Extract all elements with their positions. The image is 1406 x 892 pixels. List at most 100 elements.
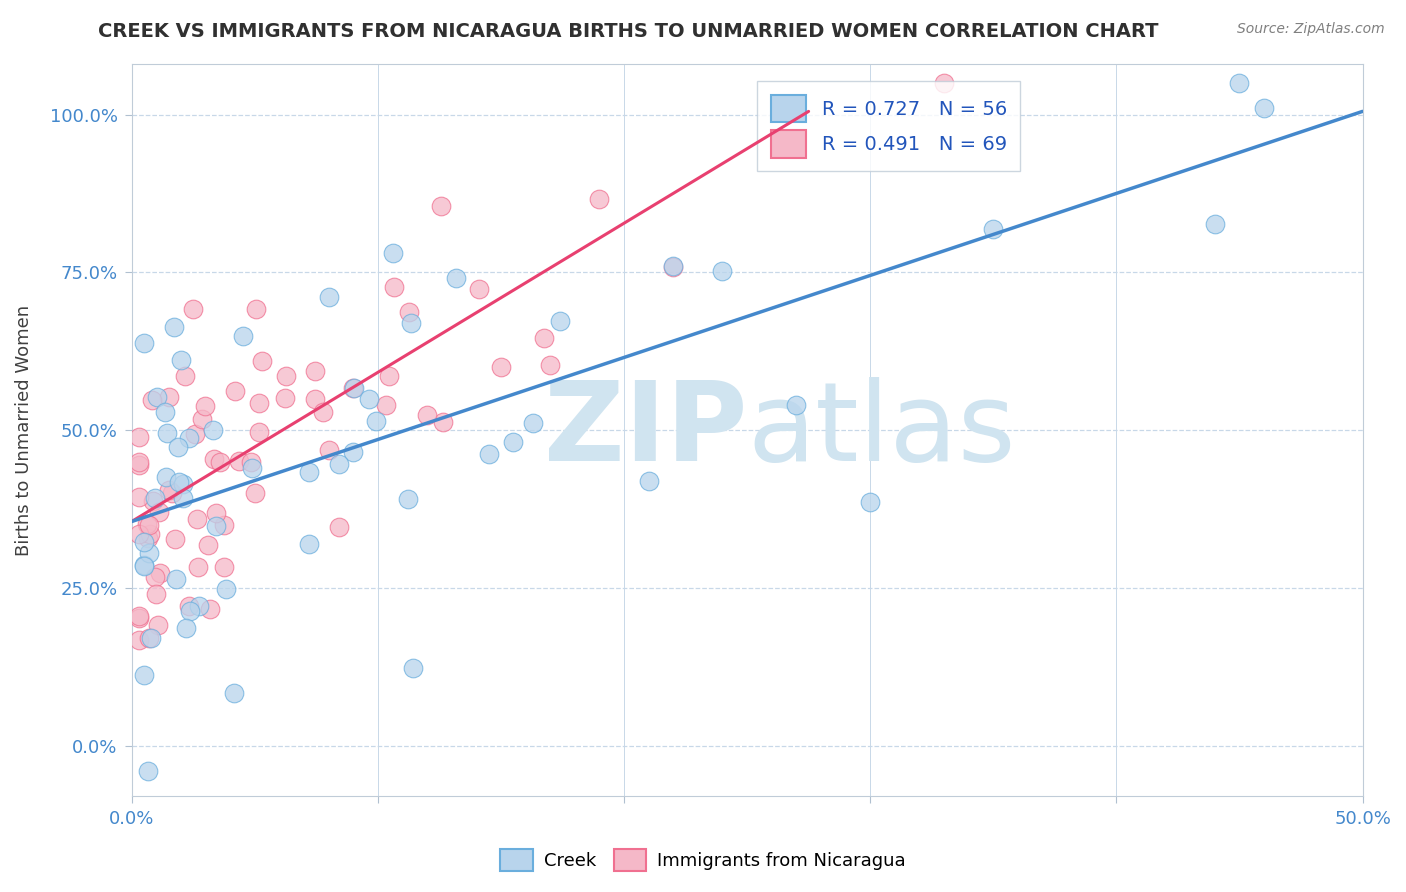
Point <box>245 302 267 317</box>
Point <box>364 414 387 428</box>
Point <box>432 415 454 429</box>
Point <box>177 431 200 445</box>
Point <box>304 364 326 378</box>
Point <box>208 455 231 469</box>
Point <box>250 354 273 368</box>
Point <box>342 381 364 395</box>
Point <box>157 391 180 405</box>
Point <box>328 457 350 471</box>
Point <box>637 474 659 488</box>
Point <box>145 390 167 404</box>
Point <box>128 609 150 624</box>
Point <box>148 505 170 519</box>
Point <box>548 314 571 328</box>
Point <box>165 532 187 546</box>
Point <box>243 486 266 500</box>
Point <box>172 491 194 505</box>
Point <box>138 546 160 560</box>
Point <box>298 465 321 479</box>
Point <box>138 764 160 778</box>
Point <box>240 461 263 475</box>
Point <box>489 360 512 375</box>
Point <box>538 358 561 372</box>
Point <box>212 517 235 532</box>
Point <box>179 599 201 613</box>
Point <box>163 319 186 334</box>
Point <box>167 440 190 454</box>
Point <box>139 526 162 541</box>
Point <box>132 335 155 350</box>
Point <box>174 622 197 636</box>
Point <box>533 331 555 345</box>
Point <box>374 398 396 412</box>
Point <box>128 611 150 625</box>
Point <box>342 445 364 459</box>
Point <box>215 582 238 596</box>
Point <box>1253 101 1275 115</box>
Point <box>170 352 193 367</box>
Point <box>138 631 160 645</box>
Point <box>143 570 166 584</box>
Point <box>444 270 467 285</box>
Text: CREEK VS IMMIGRANTS FROM NICARAGUA BIRTHS TO UNMARRIED WOMEN CORRELATION CHART: CREEK VS IMMIGRANTS FROM NICARAGUA BIRTH… <box>98 22 1159 41</box>
Point <box>155 469 177 483</box>
Point <box>932 76 955 90</box>
Point <box>522 417 544 431</box>
Text: Source: ZipAtlas.com: Source: ZipAtlas.com <box>1237 22 1385 37</box>
Point <box>304 392 326 406</box>
Point <box>143 491 166 505</box>
Point <box>181 302 204 317</box>
Point <box>240 455 263 469</box>
Point <box>399 316 422 330</box>
Point <box>132 534 155 549</box>
Legend: R = 0.727   N = 56, R = 0.491   N = 69: R = 0.727 N = 56, R = 0.491 N = 69 <box>758 81 1021 171</box>
Point <box>141 392 163 407</box>
Point <box>179 604 201 618</box>
Point <box>128 455 150 469</box>
Point <box>135 517 157 532</box>
Point <box>205 506 228 520</box>
Point <box>981 221 1004 235</box>
Point <box>138 518 160 533</box>
Point <box>186 512 208 526</box>
Point <box>298 537 321 551</box>
Point <box>359 392 381 407</box>
Text: atlas: atlas <box>747 376 1015 483</box>
Point <box>382 279 405 293</box>
Legend: Creek, Immigrants from Nicaragua: Creek, Immigrants from Nicaragua <box>494 842 912 879</box>
Point <box>1204 217 1226 231</box>
Point <box>194 399 217 413</box>
Point <box>128 458 150 473</box>
Point <box>430 199 453 213</box>
Point <box>153 405 176 419</box>
Point <box>212 560 235 574</box>
Point <box>139 631 162 645</box>
Point <box>173 368 195 383</box>
Point <box>224 384 246 399</box>
Point <box>502 435 524 450</box>
Point <box>204 519 226 533</box>
Point <box>662 260 685 274</box>
Point <box>156 426 179 441</box>
Point <box>343 381 366 395</box>
Point <box>274 369 297 384</box>
Point <box>1229 76 1251 90</box>
Point <box>396 492 419 507</box>
Point <box>381 246 404 260</box>
Point <box>146 618 169 632</box>
Point <box>232 328 254 343</box>
Point <box>468 282 491 296</box>
Point <box>478 447 501 461</box>
Point <box>186 560 208 574</box>
Point <box>312 405 335 419</box>
Point <box>188 599 211 613</box>
Point <box>132 668 155 682</box>
Point <box>132 558 155 573</box>
Point <box>402 661 425 675</box>
Point <box>142 494 165 508</box>
Point <box>416 408 439 422</box>
Point <box>128 430 150 444</box>
Point <box>711 264 734 278</box>
Point <box>274 391 297 405</box>
Point <box>200 602 222 616</box>
